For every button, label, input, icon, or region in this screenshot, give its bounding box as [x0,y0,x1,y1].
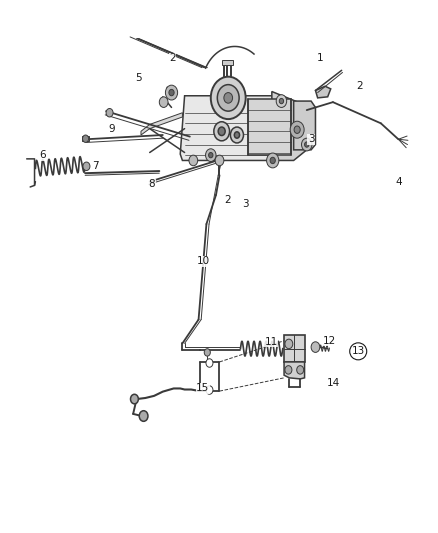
Text: 2: 2 [355,81,362,91]
Circle shape [83,162,90,171]
Polygon shape [283,335,304,362]
Circle shape [208,152,212,158]
Text: 3: 3 [242,199,248,209]
Text: 8: 8 [148,179,155,189]
Circle shape [159,97,168,108]
Text: 5: 5 [135,73,142,83]
Circle shape [266,153,278,168]
Text: 13: 13 [351,346,364,357]
Polygon shape [247,100,291,155]
Circle shape [204,349,210,356]
Text: 10: 10 [196,256,209,266]
Circle shape [311,342,319,352]
Text: 3: 3 [307,134,314,144]
Polygon shape [283,362,304,379]
Circle shape [230,127,243,143]
Polygon shape [82,136,88,141]
Text: 2: 2 [169,53,175,63]
Circle shape [276,95,286,108]
Text: 7: 7 [92,161,98,171]
Circle shape [269,157,275,164]
Circle shape [106,109,113,117]
Circle shape [284,366,291,374]
Text: 14: 14 [326,378,339,388]
Circle shape [169,90,174,96]
Circle shape [290,121,304,138]
Circle shape [234,132,239,138]
Circle shape [213,122,229,141]
Circle shape [218,127,225,135]
Polygon shape [141,113,182,135]
Text: 11: 11 [264,337,277,347]
Circle shape [279,99,283,104]
Text: 4: 4 [394,176,401,187]
Circle shape [205,386,212,394]
Circle shape [130,394,138,404]
Text: 15: 15 [196,383,209,393]
Polygon shape [271,92,306,160]
Circle shape [223,93,232,103]
Circle shape [139,411,148,421]
Circle shape [217,85,239,111]
Polygon shape [293,101,315,150]
Text: 12: 12 [322,336,335,346]
Text: 9: 9 [108,124,114,134]
Text: 2: 2 [223,195,230,205]
Circle shape [296,366,303,374]
Circle shape [188,155,197,166]
Circle shape [304,142,308,147]
Circle shape [210,77,245,119]
Circle shape [293,126,300,133]
Text: 1: 1 [316,53,322,63]
Polygon shape [180,96,278,160]
Polygon shape [222,60,232,65]
Circle shape [82,135,88,142]
Polygon shape [315,86,330,98]
Circle shape [205,359,212,367]
Circle shape [301,138,311,151]
Circle shape [284,339,292,349]
Circle shape [165,85,177,100]
Circle shape [205,149,215,161]
Text: 6: 6 [39,150,46,160]
Circle shape [215,155,223,166]
